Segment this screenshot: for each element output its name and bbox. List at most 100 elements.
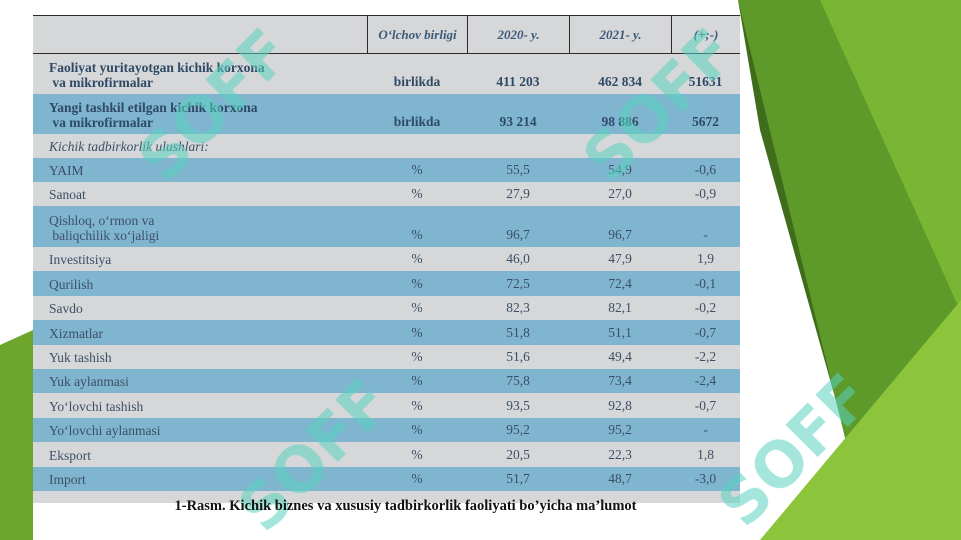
header-cell-2021: 2021- y. — [569, 15, 671, 54]
row-name-cell: YAIM — [49, 163, 84, 178]
table-row: Faoliyat yuritayotgan kichik korxona va … — [33, 55, 740, 94]
value-2021-cell: 95,2 — [608, 422, 632, 437]
row-name-cell: Qurilish — [49, 277, 94, 292]
row-unit-cell: birlikda — [393, 74, 441, 89]
row-unit-cell: % — [411, 325, 423, 340]
change-cell: -0,9 — [694, 186, 717, 201]
value-2020-cell: 75,8 — [506, 373, 530, 388]
figure-caption: 1-Rasm. Kichik biznes va xususiy tadbirk… — [174, 498, 637, 514]
change-cell: -0,7 — [694, 398, 717, 413]
row-name-cell: Sanoat — [49, 187, 86, 202]
change-cell: -2,4 — [694, 373, 717, 388]
row-name-cell: Qishloq, o‘rmon va baliqchilik xo‘jaligi — [49, 213, 160, 243]
change-cell: -0,2 — [694, 300, 717, 315]
table-row: Qurilish% 72,5 72,4 -0,1 — [33, 271, 740, 296]
green-shape-left — [0, 330, 33, 540]
value-2020-cell: 93 214 — [499, 114, 537, 129]
row-unit-cell: % — [411, 251, 423, 266]
value-2021-cell: 73,4 — [608, 373, 632, 388]
row-unit-cell: birlikda — [393, 114, 441, 129]
value-2021-cell: 98 886 — [601, 114, 639, 129]
row-unit-cell: % — [411, 373, 423, 388]
row-name-cell: Faoliyat yuritayotgan kichik korxona va … — [49, 60, 265, 90]
row-unit-cell: % — [411, 447, 423, 462]
change-cell: -3,0 — [694, 471, 717, 486]
row-unit-cell: % — [411, 276, 423, 291]
change-cell: - — [703, 422, 708, 437]
row-name-cell: Kichik tadbirkorlik ulushlari: — [49, 139, 209, 154]
value-2020-cell: 96,7 — [506, 227, 530, 242]
change-cell: 51631 — [688, 74, 723, 89]
value-2021-cell: 47,9 — [608, 251, 632, 266]
table-row: Import% 51,7 48,7 -3,0 — [33, 467, 740, 491]
value-2020-cell: 27,9 — [506, 186, 530, 201]
row-unit-cell: % — [411, 162, 423, 177]
change-cell: -0,6 — [694, 162, 717, 177]
value-2021-cell: 462 834 — [598, 74, 642, 89]
table-row: Yangi tashkil etilgan kichik korxona va … — [33, 94, 740, 134]
value-2020-cell: 46,0 — [506, 251, 530, 266]
value-2021-cell: 51,1 — [608, 325, 632, 340]
value-2021-cell: 48,7 — [608, 471, 632, 486]
value-2021-cell: 92,8 — [608, 398, 632, 413]
header-cell-2020: 2020- y. — [467, 15, 569, 54]
green-shape-bottom-right — [760, 300, 961, 540]
table-row: Sanoat% 27,9 27,0 -0,9 — [33, 182, 740, 206]
header-cell-indicator — [33, 15, 367, 54]
row-unit-cell: % — [411, 422, 423, 437]
value-2021-cell: 22,3 — [608, 447, 632, 462]
value-2021-cell: 49,4 — [608, 349, 632, 364]
row-unit-cell: % — [411, 398, 423, 413]
row-name-cell: Yangi tashkil etilgan kichik korxona va … — [49, 100, 258, 130]
header-cell-unit: O‘lchov birligi — [367, 15, 467, 54]
value-2020-cell: 55,5 — [506, 162, 530, 177]
value-2020-cell: 72,5 — [506, 276, 530, 291]
change-cell: -0,1 — [694, 276, 717, 291]
row-name-cell: Yuk aylanmasi — [49, 374, 129, 389]
row-name-cell: Savdo — [49, 301, 83, 316]
table-row: Savdo% 82,3 82,1 -0,2 — [33, 296, 740, 320]
table-row: Investitsiya% 46,0 47,9 1,9 — [33, 247, 740, 271]
change-cell: 1,9 — [697, 251, 714, 266]
row-name-cell: Yuk tashish — [49, 350, 112, 365]
value-2020-cell: 411 203 — [496, 74, 540, 89]
row-unit-cell: % — [411, 349, 423, 364]
change-cell: - — [703, 227, 708, 242]
table-row: Eksport% 20,5 22,3 1,8 — [33, 442, 740, 467]
row-name-cell: Eksport — [49, 448, 91, 463]
row-unit-cell: % — [411, 186, 423, 201]
value-2020-cell: 51,7 — [506, 471, 530, 486]
value-2020-cell: 93,5 — [506, 398, 530, 413]
change-cell: 1,8 — [697, 447, 714, 462]
value-2021-cell: 54,9 — [608, 162, 632, 177]
table-row: Yo‘lovchi tashish% 93,5 92,8 -0,7 — [33, 393, 740, 418]
change-cell: 5672 — [692, 114, 719, 129]
change-cell: -2,2 — [694, 349, 717, 364]
table-row: Yuk aylanmasi% 75,8 73,4 -2,4 — [33, 369, 740, 393]
value-2020-cell: 95,2 — [506, 422, 530, 437]
table-row: Yo‘lovchi aylanmasi% 95,2 95,2 - — [33, 418, 740, 442]
table-row: YAIM% 55,5 54,9 -0,6 — [33, 158, 740, 182]
row-unit-cell: % — [411, 471, 423, 486]
header-cell-change: (+;-) — [671, 15, 740, 54]
table-row: Xizmatlar% 51,8 51,1 -0,7 — [33, 320, 740, 345]
change-cell: -0,7 — [694, 325, 717, 340]
row-name-cell: Investitsiya — [49, 252, 112, 267]
table-row: Yuk tashish% 51,6 49,4 -2,2 — [33, 345, 740, 369]
table-row: Qishloq, o‘rmon va baliqchilik xo‘jaligi… — [33, 206, 740, 247]
row-name-cell: Import — [49, 472, 86, 487]
value-2020-cell: 51,8 — [506, 325, 530, 340]
value-2020-cell: 82,3 — [506, 300, 530, 315]
statistics-table: O‘lchov birligi 2020- y. 2021- y. (+;-) … — [33, 15, 740, 503]
table-row: Kichik tadbirkorlik ulushlari: — [33, 134, 740, 158]
row-name-cell: Yo‘lovchi tashish — [49, 399, 144, 414]
row-name-cell: Xizmatlar — [49, 326, 103, 341]
row-name-cell: Yo‘lovchi aylanmasi — [49, 423, 161, 438]
value-2021-cell: 72,4 — [608, 276, 632, 291]
value-2021-cell: 82,1 — [608, 300, 632, 315]
row-unit-cell: % — [411, 300, 423, 315]
row-unit-cell: % — [411, 227, 423, 242]
value-2021-cell: 96,7 — [608, 227, 632, 242]
value-2020-cell: 51,6 — [506, 349, 530, 364]
